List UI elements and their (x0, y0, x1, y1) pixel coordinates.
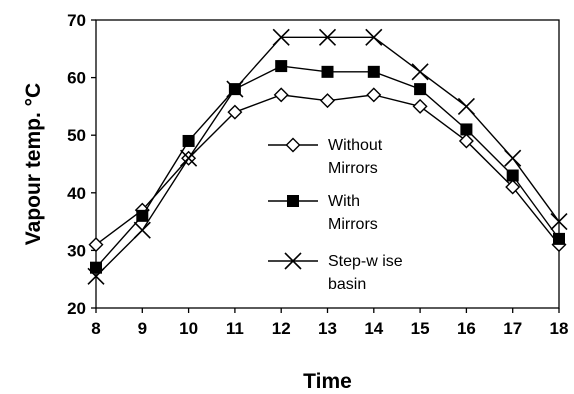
x-tick-label: 14 (364, 319, 383, 338)
legend-marker-without-mirrors (285, 137, 301, 153)
x-tick-label: 10 (179, 319, 198, 338)
x-tick-label: 13 (318, 319, 337, 338)
legend-label-with-mirrors: Mirrors (328, 216, 378, 233)
x-tick-label: 9 (138, 319, 147, 338)
data-point-step-wise-basin (180, 149, 198, 167)
data-point-step-wise-basin (504, 149, 522, 167)
data-point-with-mirrors (275, 60, 288, 73)
data-point-with-mirrors (90, 261, 102, 274)
data-point-with-mirrors (506, 169, 519, 182)
y-tick-label: 50 (67, 126, 86, 145)
x-tick-label: 12 (272, 319, 291, 338)
data-point-with-mirrors (321, 65, 334, 78)
legend-item-step-wise-basin: Step-w ise basin (268, 252, 403, 293)
data-point-step-wise-basin-stroke (365, 28, 383, 46)
y-tick-label: 30 (67, 241, 86, 260)
x-tick-label: 16 (457, 319, 476, 338)
series-step-wise-basin (87, 28, 568, 285)
legend-marker-step-wise-basin-stroke (284, 252, 302, 270)
data-point-step-wise-basin-stroke (226, 80, 244, 98)
legend-label-step-wise-basin: basin (328, 276, 366, 293)
data-point-step-wise-basin (133, 221, 151, 239)
data-point-with-mirrors (136, 209, 149, 222)
x-tick-label: 17 (503, 319, 522, 338)
data-point-step-wise-basin (457, 97, 475, 115)
legend-label-step-wise-basin: Step-w ise (328, 253, 403, 270)
data-point-step-wise-basin (411, 63, 429, 81)
x-axis-title: Time (303, 370, 352, 393)
y-axis-title: Vapour temp. °C (22, 83, 45, 245)
legend: Without Mirrors With Mirrors Step-w ise basin (268, 137, 403, 293)
y-tick-label: 40 (67, 184, 86, 203)
y-tick-label: 20 (67, 299, 86, 318)
data-point-step-wise-basin-stroke (411, 63, 429, 81)
data-point-with-mirrors (182, 134, 195, 147)
data-point-without-mirrors (88, 237, 104, 253)
data-point-without-mirrors (320, 93, 335, 109)
data-point-without-mirrors (273, 87, 289, 103)
data-point-with-mirrors (553, 232, 565, 245)
x-tick-label: 8 (91, 319, 100, 338)
legend-label-without-mirrors: Without (328, 137, 383, 154)
data-point-step-wise-basin (318, 28, 337, 46)
data-point-without-mirrors (505, 179, 521, 195)
x-tick-label: 11 (226, 319, 244, 338)
data-point-step-wise-basin (87, 267, 105, 285)
data-point-step-wise-basin-stroke (180, 149, 198, 167)
legend-label-with-mirrors: With (328, 193, 360, 210)
data-point-without-mirrors (458, 133, 474, 149)
axes-layer: 20 30 40 50 60 70 8 9 10 11 12 13 14 15 16 17 18 (67, 11, 568, 338)
data-point-step-wise-basin-stroke (133, 221, 151, 239)
data-point-with-mirrors (414, 83, 427, 96)
data-point-step-wise-basin-stroke (318, 28, 337, 46)
data-point-step-wise-basin (272, 28, 290, 46)
data-point-step-wise-basin-stroke (550, 213, 568, 231)
legend-marker-with-mirrors (287, 195, 299, 207)
y-tick-label: 60 (67, 69, 86, 88)
data-point-step-wise-basin-stroke (272, 28, 290, 46)
data-point-step-wise-basin (365, 28, 383, 46)
legend-item-with-mirrors: With Mirrors (268, 193, 378, 233)
data-point-with-mirrors (367, 65, 380, 78)
data-point-without-mirrors (412, 98, 428, 114)
legend-item-without-mirrors: Without Mirrors (268, 137, 383, 177)
data-point-step-wise-basin (226, 80, 244, 98)
series-layer (87, 28, 568, 285)
data-point-without-mirrors (227, 104, 243, 120)
series-with-mirrors (90, 60, 565, 274)
data-point-step-wise-basin (550, 213, 568, 231)
legend-label-without-mirrors: Mirrors (328, 160, 378, 177)
data-point-step-wise-basin-stroke (504, 149, 522, 167)
legend-marker-step-wise-basin (284, 252, 302, 270)
data-point-with-mirrors (460, 123, 473, 136)
data-point-without-mirrors (366, 87, 382, 103)
data-point-step-wise-basin-stroke (457, 97, 475, 115)
x-tick-label: 15 (411, 319, 430, 338)
data-point-step-wise-basin-stroke (87, 267, 105, 285)
x-tick-label: 18 (550, 319, 569, 338)
y-tick-label: 70 (67, 11, 86, 30)
